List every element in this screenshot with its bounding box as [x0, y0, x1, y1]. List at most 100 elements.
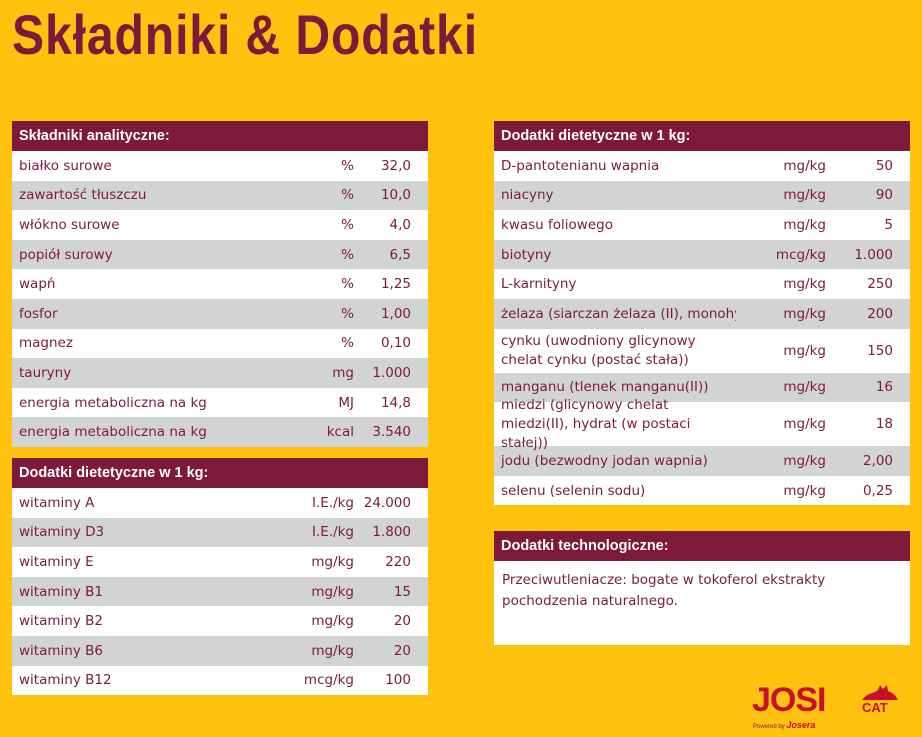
- table-row: zawartość tłuszczu% 10,0: [12, 180, 428, 211]
- row-value: 20: [393, 613, 411, 630]
- row-unit: %: [341, 335, 354, 352]
- table-row: jodu (bezwodny jodan wapnia) mg/kg 2,00: [494, 446, 910, 476]
- row-unit: %: [341, 216, 354, 233]
- row-name: jodu (bezwodny jodan wapnia): [501, 452, 708, 469]
- technological-additives-heading: Dodatki technologiczne:: [494, 531, 910, 561]
- row-value: 1.000: [372, 364, 411, 381]
- table-row: witaminy B1 mg/kg 15: [12, 576, 428, 607]
- row-value: 150: [867, 342, 893, 359]
- row-value: 1.800: [372, 524, 411, 541]
- row-name: witaminy E: [19, 553, 94, 570]
- row-unit: mg/kg: [311, 613, 354, 630]
- row-value: 6,5: [389, 246, 411, 263]
- row-unit: %: [341, 157, 354, 174]
- row-name: popiół surowy: [19, 246, 113, 263]
- row-name: witaminy B6: [19, 642, 103, 659]
- row-unit: %: [341, 276, 354, 293]
- logo-powered-by: Powered by Josera: [753, 720, 815, 730]
- row-unit: MJ: [338, 394, 354, 411]
- logo-maker: Josera: [786, 720, 816, 730]
- row-unit: mg/kg: [783, 416, 826, 433]
- dietary-additives-table: Dodatki dietetyczne w 1 kg: D-pantotenia…: [494, 121, 910, 506]
- row-value: 100: [385, 672, 411, 689]
- row-value: 10,0: [380, 187, 411, 204]
- table-row: włókno surowe% 4,0: [12, 210, 428, 240]
- row-name: cynku (uwodniony glicynowy chelat cynku …: [501, 332, 696, 368]
- row-name: kwasu foliowego: [501, 216, 613, 233]
- row-unit: mg: [332, 364, 354, 381]
- row-name: witaminy B1: [19, 583, 103, 600]
- row-value: 1,00: [380, 305, 411, 322]
- josicat-logo: JOSI CAT Powered by Josera: [752, 683, 902, 733]
- analytical-constituents-table: Składniki analityczne: białko surowe% 32,…: [12, 121, 428, 447]
- dietary-additives-heading: Dodatki dietetyczne w 1 kg:: [494, 121, 910, 151]
- row-unit: mcg/kg: [775, 246, 826, 263]
- row-name: D-pantotenianu wapnia: [501, 157, 660, 174]
- logo-powered-label: Powered by: [753, 724, 785, 730]
- row-unit: I.E./kg: [311, 494, 354, 511]
- row-value: 220: [385, 553, 411, 570]
- row-value: 200: [867, 305, 893, 322]
- row-name: selenu (selenin sodu): [501, 482, 646, 499]
- row-value: 2,00: [862, 452, 893, 469]
- logo-sub: CAT: [862, 700, 888, 715]
- analytical-constituents-heading: Składniki analityczne:: [12, 121, 428, 151]
- table-row: selenu (selenin sodu) mg/kg 0,25: [494, 475, 910, 506]
- table-row: D-pantotenianu wapnia mg/kg 50: [494, 151, 910, 181]
- table-row: tauryny mg 1.000: [12, 358, 428, 388]
- table-row: magnez% 0,10: [12, 328, 428, 359]
- row-name: witaminy B12: [19, 672, 112, 689]
- row-unit: mg/kg: [783, 187, 826, 204]
- table-row: białko surowe% 32,0: [12, 151, 428, 181]
- row-name: witaminy D3: [19, 524, 105, 541]
- technological-additives-panel: Dodatki technologiczne: Przeciwutleniacz…: [494, 531, 910, 645]
- row-unit: mg/kg: [783, 216, 826, 233]
- row-value: 20: [393, 642, 411, 659]
- row-value: 32,0: [380, 157, 411, 174]
- row-name: magnez: [19, 335, 73, 352]
- table-row: witaminy B6 mg/kg 20: [12, 635, 428, 666]
- row-unit: kcal: [326, 424, 354, 441]
- row-unit: %: [341, 305, 354, 322]
- row-name: włókno surowe: [19, 216, 120, 233]
- table-row: popiół surowy% 6,5: [12, 239, 428, 270]
- table-row: biotyny mcg/kg 1.000: [494, 239, 910, 270]
- table-row: energia metaboliczna na kg MJ 14,8: [12, 387, 428, 418]
- row-name: energia metaboliczna na kg: [19, 394, 207, 411]
- row-name: zawartość tłuszczu: [19, 187, 147, 204]
- row-unit: %: [341, 246, 354, 263]
- row-value: 0,25: [862, 482, 893, 499]
- row-name: białko surowe: [19, 157, 112, 174]
- row-unit: mcg/kg: [303, 672, 354, 689]
- page-title: Składniki & Dodatki: [12, 3, 478, 66]
- row-value: 0,10: [380, 335, 411, 352]
- row-unit: I.E./kg: [311, 524, 354, 541]
- technological-additives-text: Przeciwutleniacze: bogate w tokoferol ek…: [494, 561, 910, 645]
- analytical-rows: białko surowe% 32,0 zawartość tłuszczu% 10,…: [12, 151, 428, 447]
- row-unit: %: [341, 187, 354, 204]
- row-value: 18: [875, 416, 893, 433]
- table-row: witaminy D3 I.E./kg 1.800: [12, 517, 428, 548]
- table-row: witaminy B12 mcg/kg 100: [12, 665, 428, 696]
- row-name: tauryny: [19, 364, 72, 381]
- row-value: 15: [393, 583, 411, 600]
- logo-brand: JOSI: [752, 681, 826, 719]
- table-row: miedzi (glicynowy chelat miedzi(II), hyd…: [494, 397, 910, 451]
- row-unit: mg/kg: [311, 642, 354, 659]
- table-row: żelaza (siarczan żelaza (II), monohydrat…: [494, 298, 910, 329]
- row-unit: mg/kg: [783, 305, 826, 322]
- row-name: biotyny: [501, 246, 552, 263]
- row-value: 16: [875, 379, 893, 396]
- row-value: 24.000: [363, 494, 411, 511]
- row-value: 1,25: [380, 276, 411, 293]
- row-name: L-karnityny: [501, 276, 577, 293]
- row-name: żelaza (siarczan żelaza (II), monohydrat…: [501, 305, 736, 322]
- table-row: cynku (uwodniony glicynowy chelat cynku …: [494, 328, 910, 373]
- row-name: witaminy A: [19, 494, 95, 511]
- row-value: 4,0: [389, 216, 411, 233]
- cat-silhouette-icon: [862, 685, 898, 700]
- row-value: 250: [867, 276, 893, 293]
- table-row: fosfor% 1,00: [12, 298, 428, 329]
- vitamins-rows: witaminy A I.E./kg 24.000 witaminy D3 I.E./k…: [12, 488, 428, 696]
- row-unit: mg/kg: [783, 276, 826, 293]
